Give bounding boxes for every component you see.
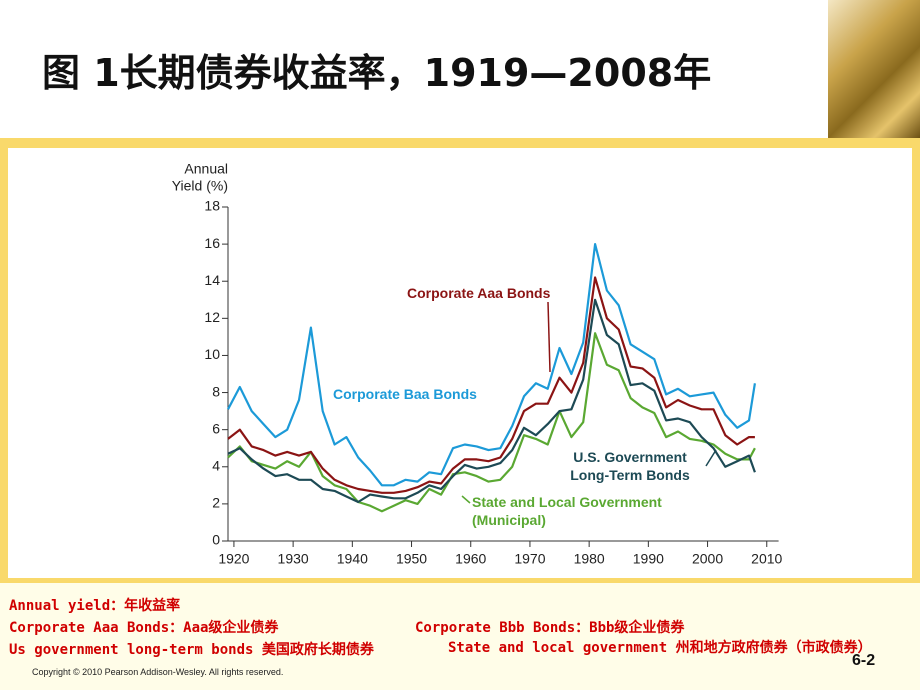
x-tick-label: 1940 xyxy=(337,551,368,567)
series-line xyxy=(227,298,756,504)
coins-image xyxy=(828,0,920,138)
series-label: U.S. Government Long-Term Bonds xyxy=(570,449,690,483)
x-tick-label: 1970 xyxy=(514,551,545,567)
x-tick-label: 1960 xyxy=(455,551,486,567)
y-tick-label: 16 xyxy=(204,235,220,251)
copyright: Copyright © 2010 Pearson Addison-Wesley.… xyxy=(32,667,284,677)
y-axis-title: Annual xyxy=(184,161,228,177)
label-pointer xyxy=(705,449,717,467)
notes-area xyxy=(0,583,920,690)
page-number: 6-2 xyxy=(852,652,876,669)
y-tick-label: 12 xyxy=(204,309,220,325)
series-label: Corporate Baa Bonds xyxy=(333,386,477,402)
x-tick-label: 1990 xyxy=(633,551,664,567)
y-tick-label: 10 xyxy=(204,346,220,362)
x-tick-label: 1930 xyxy=(278,551,309,567)
note: Us government long-term bonds 美国政府长期债券 xyxy=(9,642,374,658)
y-tick-label: 0 xyxy=(212,532,220,548)
slide-title: 图 1长期债券收益率，1919—2008年 xyxy=(42,51,712,95)
note: State and local government 州和地方政府债券（市政债券… xyxy=(448,640,872,656)
x-tick-label: 1950 xyxy=(396,551,427,567)
y-tick-label: 4 xyxy=(212,457,220,473)
y-tick-label: 14 xyxy=(204,272,220,288)
note: Corporate Bbb Bonds：Bbb级企业债券 xyxy=(415,620,685,636)
label-pointer xyxy=(461,495,471,504)
chart-panel xyxy=(8,148,912,578)
series-line xyxy=(227,276,755,494)
x-tick-label: 2010 xyxy=(751,551,782,567)
x-tick-label: 2000 xyxy=(692,551,723,567)
x-tick-label: 1980 xyxy=(574,551,605,567)
y-axis-title: Yield (%) xyxy=(172,178,228,194)
series-label: Corporate Aaa Bonds xyxy=(407,285,551,301)
y-tick-label: 2 xyxy=(212,495,220,511)
note: Annual yield：年收益率 xyxy=(9,598,181,614)
y-tick-label: 6 xyxy=(212,420,220,436)
x-tick-label: 1920 xyxy=(218,551,249,567)
y-tick-label: 18 xyxy=(204,198,220,214)
y-tick-label: 8 xyxy=(212,383,220,399)
note: Corporate Aaa Bonds：Aaa级企业债券 xyxy=(9,620,279,636)
label-pointer xyxy=(547,301,551,373)
series-line xyxy=(227,332,756,513)
series-label: State and Local Government (Municipal) xyxy=(472,494,662,528)
series-line xyxy=(227,243,756,487)
